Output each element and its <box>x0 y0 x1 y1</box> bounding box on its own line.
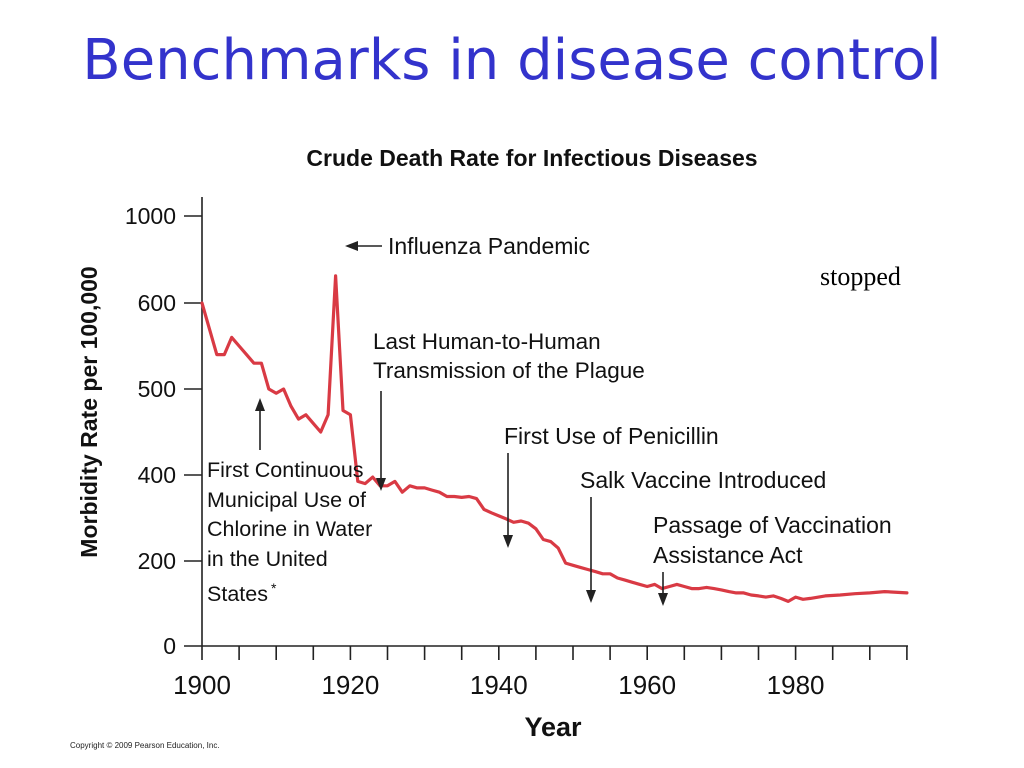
y-ticks: 0 200 400 500 600 1000 <box>125 203 202 659</box>
x-tick-label: 1980 <box>767 670 825 700</box>
x-tick-label: 1960 <box>618 670 676 700</box>
annotation-salk: Salk Vaccine Introduced <box>580 467 826 603</box>
annotation-chlorine: First Continuous Municipal Use of Chlori… <box>207 398 373 607</box>
annotation-vaccination-act-label: Passage of Vaccination Assistance Act <box>653 512 892 568</box>
side-note: stopped <box>820 262 901 291</box>
annotation-plague: Last Human-to-Human Transmission of the … <box>373 329 645 491</box>
annotation-plague-label: Last Human-to-Human Transmission of the … <box>373 329 645 383</box>
y-axis-label: Morbidity Rate per 100,000 <box>76 266 102 557</box>
y-tick-label: 200 <box>138 548 176 574</box>
annotation-influenza: Influenza Pandemic <box>345 233 590 259</box>
copyright-notice: Copyright © 2009 Pearson Education, Inc. <box>70 741 220 750</box>
y-tick-label: 0 <box>163 633 176 659</box>
annotation-influenza-label: Influenza Pandemic <box>388 233 590 259</box>
chart-title: Crude Death Rate for Infectious Diseases <box>306 145 757 171</box>
x-tick-label: 1940 <box>470 670 528 700</box>
annotation-penicillin-label: First Use of Penicillin <box>504 423 719 449</box>
annotation-vaccination-act: Passage of Vaccination Assistance Act <box>653 512 892 606</box>
annotation-chlorine-label: First Continuous Municipal Use of Chlori… <box>207 458 373 607</box>
y-tick-label: 500 <box>138 376 176 402</box>
x-tick-label: 1920 <box>321 670 379 700</box>
y-tick-label: 600 <box>138 290 176 316</box>
slide-title: Benchmarks in disease control <box>82 28 942 93</box>
annotation-chlorine-asterisk: * <box>270 580 277 596</box>
annotation-penicillin: First Use of Penicillin <box>503 423 719 548</box>
x-tick-label: 1900 <box>173 670 231 700</box>
y-tick-label: 400 <box>138 462 176 488</box>
annotation-salk-label: Salk Vaccine Introduced <box>580 467 826 493</box>
series-line-death-rate <box>200 274 909 603</box>
x-axis-label: Year <box>524 712 582 742</box>
x-ticks: 1900 1920 1940 1960 1980 <box>173 646 908 700</box>
y-tick-label: 1000 <box>125 203 176 229</box>
